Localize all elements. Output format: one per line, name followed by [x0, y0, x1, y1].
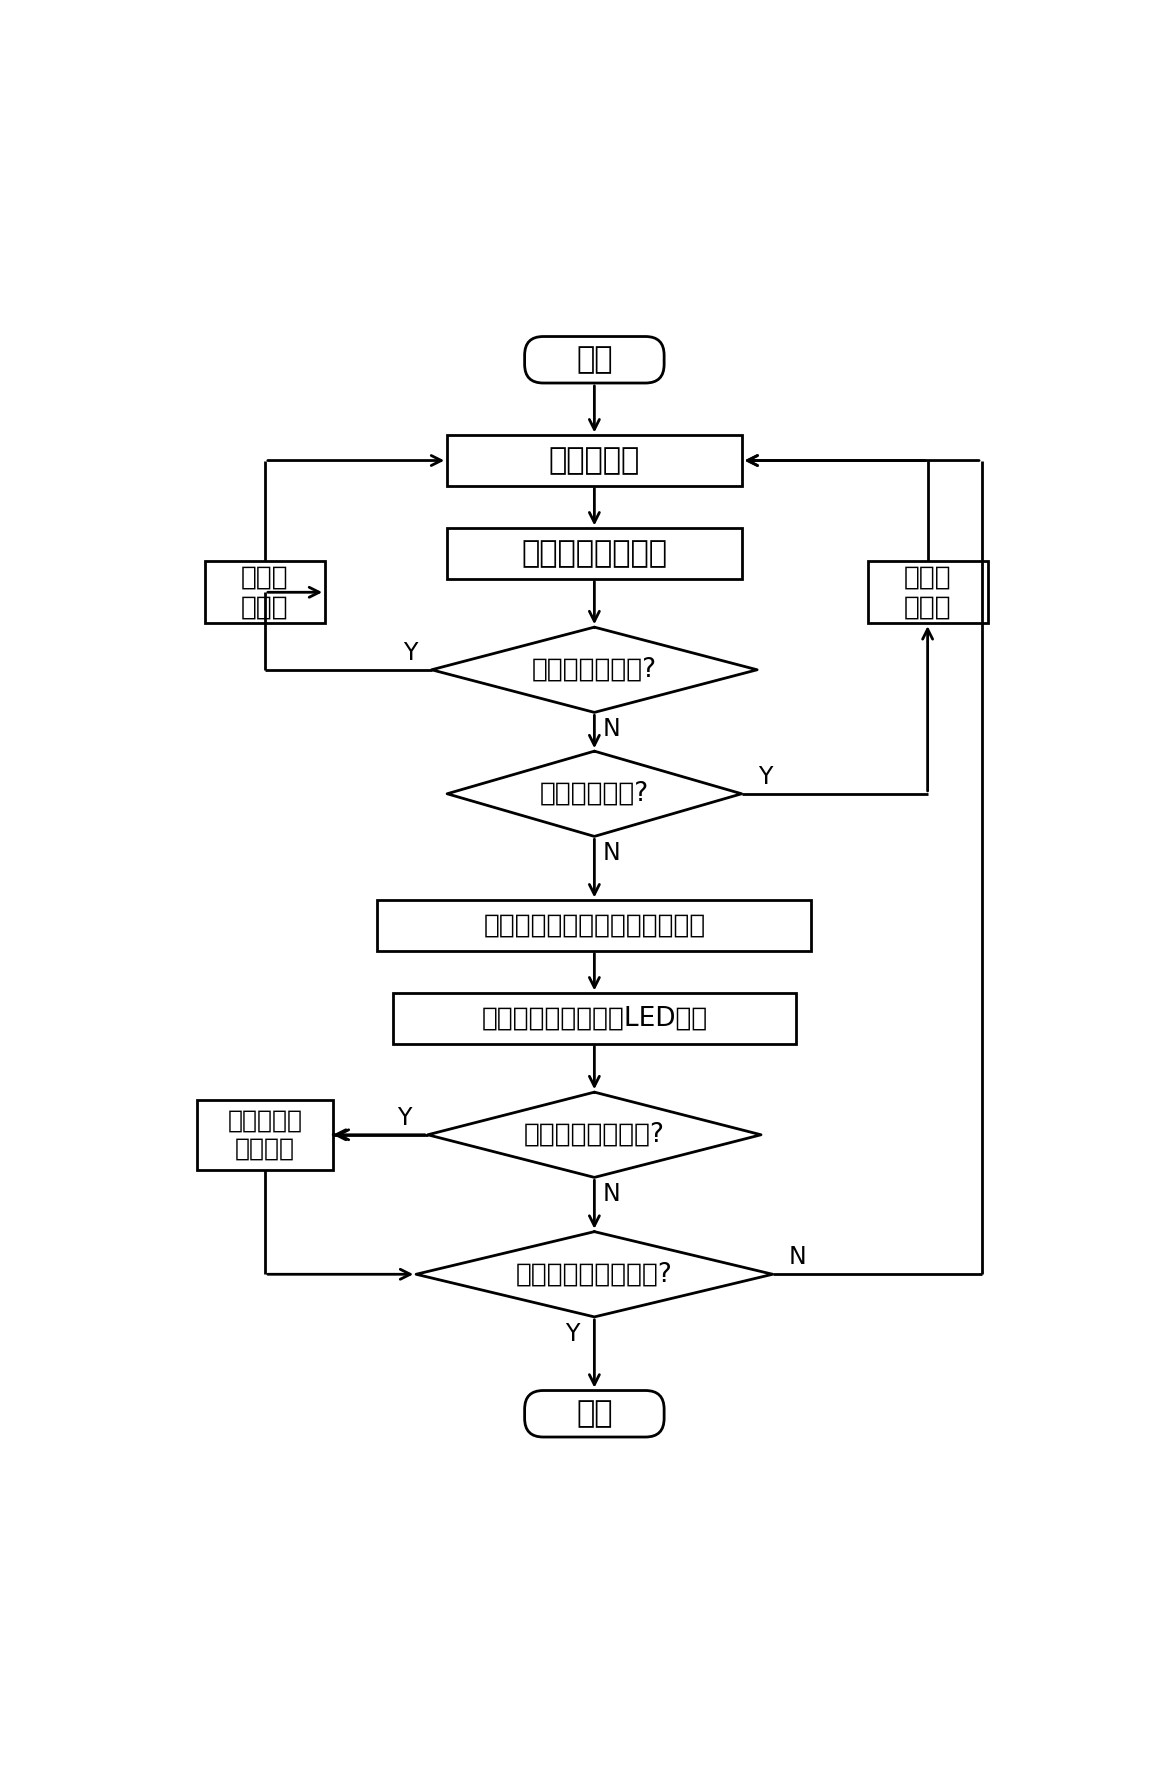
Text: 相机曝光过弱?: 相机曝光过弱? [540, 781, 649, 806]
Text: 根据目标灰度调节各LED电流: 根据目标灰度调节各LED电流 [481, 1005, 707, 1032]
FancyBboxPatch shape [525, 336, 664, 382]
Text: N: N [603, 841, 620, 865]
Bar [378, 900, 811, 950]
FancyBboxPatch shape [525, 1391, 664, 1437]
Text: 光斑图像过饱和?: 光斑图像过饱和? [532, 656, 657, 683]
Text: Y: Y [398, 1107, 411, 1130]
Text: N: N [788, 1245, 807, 1268]
Text: 统计灰度分布数组: 统计灰度分布数组 [522, 539, 668, 568]
Text: 物像匹配提取各光斑中心灰度值: 物像匹配提取各光斑中心灰度值 [483, 913, 706, 939]
Text: 开始: 开始 [576, 345, 613, 374]
Text: N: N [603, 717, 620, 742]
Text: 结束: 结束 [576, 1400, 613, 1429]
Bar [393, 993, 796, 1044]
Text: N: N [603, 1183, 620, 1206]
Text: 曝光时间和
电流联调: 曝光时间和 电流联调 [227, 1108, 302, 1160]
Text: 双曝光采样: 双曝光采样 [548, 447, 640, 475]
Text: 增加曝
光时间: 增加曝 光时间 [904, 564, 952, 621]
Text: 减小曝
光时间: 减小曝 光时间 [241, 564, 289, 621]
Bar [447, 436, 742, 486]
Text: Y: Y [758, 765, 772, 788]
Text: Y: Y [566, 1322, 580, 1347]
Text: Y: Y [402, 640, 417, 665]
Bar [197, 1099, 333, 1169]
Text: 有电流超过上下限?: 有电流超过上下限? [524, 1123, 665, 1147]
Text: 当前各光斑是否达标?: 当前各光斑是否达标? [516, 1261, 673, 1288]
Bar [868, 560, 987, 623]
Bar [205, 560, 325, 623]
Bar [447, 528, 742, 578]
